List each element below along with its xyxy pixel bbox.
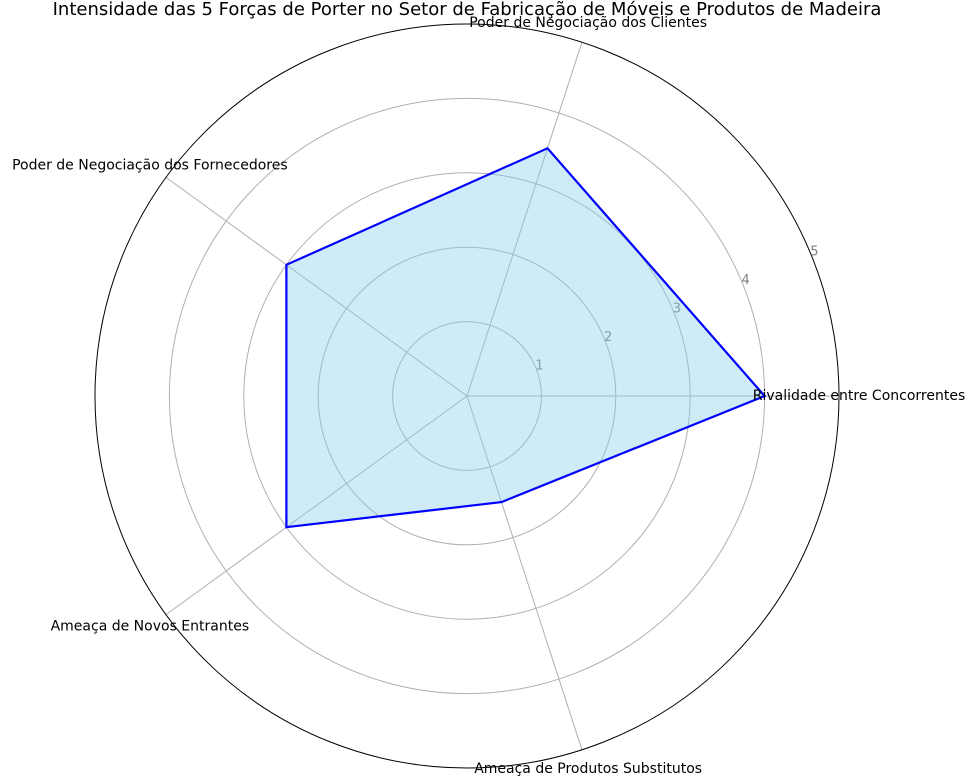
radar-area <box>285 146 767 529</box>
r-tick-label: 1 <box>535 358 543 373</box>
spoke <box>165 395 468 616</box>
r-tick-label: 5 <box>810 245 818 260</box>
category-label: Poder de Negociação dos Clientes <box>469 15 707 31</box>
spoke <box>466 395 583 750</box>
grid-circle <box>243 172 691 620</box>
category-label: Ameaça de Novos Entrantes <box>51 618 250 634</box>
outer-circle <box>94 23 840 769</box>
r-tick-label: 4 <box>742 273 750 288</box>
spoke <box>165 176 468 397</box>
grid-circle <box>317 246 617 546</box>
r-tick-label: 2 <box>604 330 612 345</box>
chart-title: Intensidade das 5 Forças de Porter no Se… <box>53 0 882 20</box>
category-label: Poder de Negociação dos Fornecedores <box>12 158 288 174</box>
category-label: Ameaça de Produtos Substitutos <box>474 761 702 776</box>
spoke <box>466 42 583 397</box>
grid-circle <box>392 321 542 471</box>
r-tick-label: 3 <box>673 302 681 317</box>
category-label: Rivalidade entre Concorrentes <box>753 388 965 404</box>
